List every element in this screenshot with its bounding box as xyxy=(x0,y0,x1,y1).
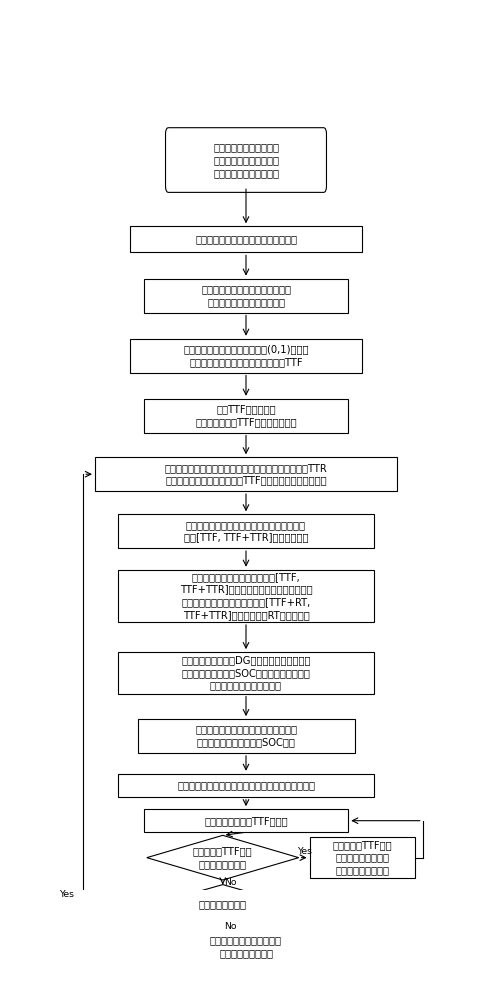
Text: Yes: Yes xyxy=(297,847,312,856)
Text: No: No xyxy=(224,922,237,931)
Text: 根据储能并网模型产生各个储能装
置的荷电状态充放电周期序列: 根据储能并网模型产生各个储能装 置的荷电状态充放电周期序列 xyxy=(201,284,291,307)
FancyBboxPatch shape xyxy=(166,128,326,192)
Bar xyxy=(153,930,339,964)
Bar xyxy=(310,837,415,878)
Bar xyxy=(118,652,374,694)
Text: 模拟时间足够长？: 模拟时间足够长？ xyxy=(199,899,247,909)
Text: 找到的最小TTF位于
上次故障期间内？: 找到的最小TTF位于 上次故障期间内？ xyxy=(193,846,252,869)
Text: 对于无缝孤岛区的负荷点，计算[TTF,
TTF+TTR]内风机、光伏和负荷的实时值；
对于有缝孤岛区的负荷点，计算[TTF+RT,
TTF+TTR]内的实时值，: 对于无缝孤岛区的负荷点，计算[TTF, TTF+TTR]内风机、光伏和负荷的实时… xyxy=(180,572,312,620)
Bar xyxy=(95,457,397,491)
Bar xyxy=(130,226,362,252)
Bar xyxy=(144,809,348,832)
Text: 负荷削减后，根据储能孤岛模型计算孤
岛期间内各个储能装置的SOC序列: 负荷削减后，根据储能孤岛模型计算孤 岛期间内各个储能装置的SOC序列 xyxy=(195,725,297,747)
Text: 读取负荷点分类表，确定非孤岛区负荷点的在
时间[TTF, TTF+TTR]内的停电情况: 读取负荷点分类表，确定非孤岛区负荷点的在 时间[TTF, TTF+TTR]内的停… xyxy=(184,520,308,543)
Text: No: No xyxy=(224,878,237,887)
Text: 找到TTF最小的元件
如果多个元件的TTF相同，任选其一: 找到TTF最小的元件 如果多个元件的TTF相同，任选其一 xyxy=(195,404,297,427)
Text: 再次寻找具有最小TTF的元件: 再次寻找具有最小TTF的元件 xyxy=(204,816,288,826)
Text: 对于系统中的每一个元件，产生(0,1)间的随
机数，并根据元件故障率将其转化为TTF: 对于系统中的每一个元件，产生(0,1)间的随 机数，并根据元件故障率将其转化为T… xyxy=(183,344,309,367)
Bar xyxy=(118,774,374,797)
Bar xyxy=(118,570,374,622)
Text: 对选取的元件产生一个新随机数，将其转化为故障时间TTR
同时根据储能周期序列，计算TTF时刻所有储能的荷电状态: 对选取的元件产生一个新随机数，将其转化为故障时间TTR 同时根据储能周期序列，计… xyxy=(165,463,327,486)
Text: 对于每个孤岛，根据DG、负荷的实时值，以及
孤岛开始时刻储能的SOC，进行负荷削减，并
记录各个负荷点的停电时间: 对于每个孤岛，根据DG、负荷的实时值，以及 孤岛开始时刻储能的SOC，进行负荷削… xyxy=(181,655,311,691)
Bar xyxy=(130,339,362,373)
Polygon shape xyxy=(155,885,291,923)
Text: Yes: Yes xyxy=(59,890,74,899)
Bar xyxy=(144,279,348,312)
Bar xyxy=(137,719,355,753)
Text: 输入配电系统拓扑、元件
故障率、分布式电源与储
能配置、负荷等基本信息: 输入配电系统拓扑、元件 故障率、分布式电源与储 能配置、负荷等基本信息 xyxy=(213,142,279,178)
Polygon shape xyxy=(147,835,299,880)
Bar xyxy=(144,399,348,433)
Text: 列举所有元件故障后负荷点的分类情况: 列举所有元件故障后负荷点的分类情况 xyxy=(195,234,297,244)
Text: 统计各个负荷点的故障指标
计算系统可靠性指标: 统计各个负荷点的故障指标 计算系统可靠性指标 xyxy=(210,936,282,958)
Text: 对具有最小TTF的元
件产生一个新的随机
数，更新其故障时间: 对具有最小TTF的元 件产生一个新的随机 数，更新其故障时间 xyxy=(333,840,392,875)
Bar xyxy=(118,514,374,548)
Text: 对该元件产生一个新的随机数，更新其下次故障时间: 对该元件产生一个新的随机数，更新其下次故障时间 xyxy=(177,780,315,790)
